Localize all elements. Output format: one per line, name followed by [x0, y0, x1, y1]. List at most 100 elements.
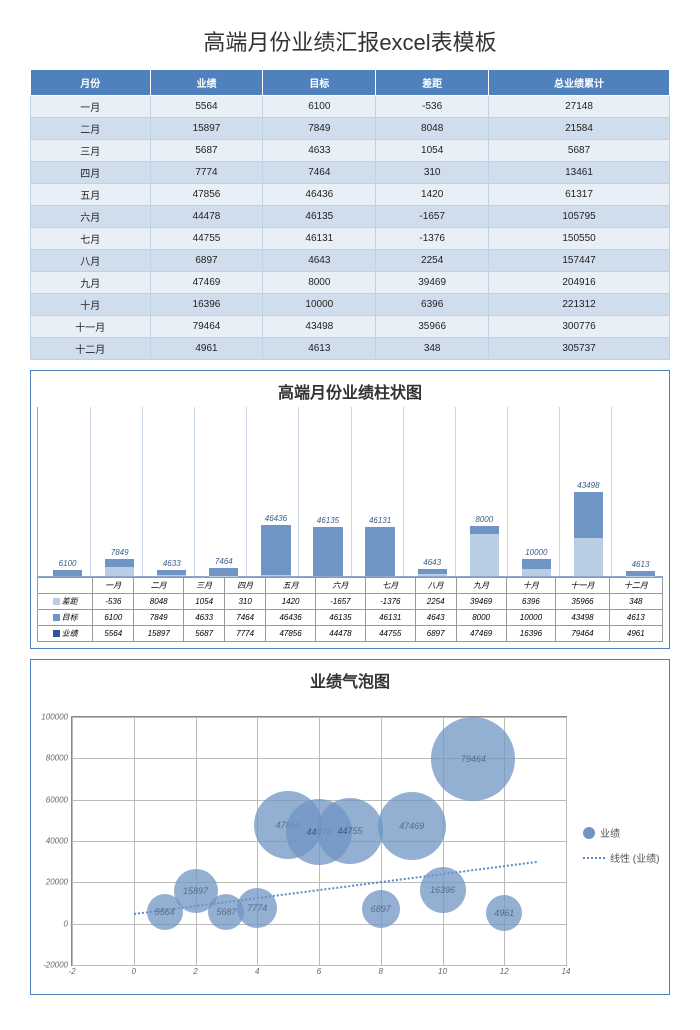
legend-row: 目标61007849463374644643646135461314643800… [38, 610, 663, 626]
cell: 61317 [489, 184, 670, 206]
cell: 44478 [150, 206, 263, 228]
cell: 十二月 [31, 338, 151, 360]
bar-value-label: 10000 [525, 548, 547, 557]
cell: 348 [376, 338, 489, 360]
bar-value-label: 4613 [632, 560, 650, 569]
cell: 27148 [489, 96, 670, 118]
bar-column: 43498 [564, 492, 613, 576]
cell: 5687 [489, 140, 670, 162]
table-row: 六月4447846135-1657105795 [31, 206, 670, 228]
bubble-swatch-icon [583, 827, 595, 839]
bar-column: 10000 [512, 559, 561, 576]
x-tick: 2 [193, 965, 197, 976]
cell: 46135 [263, 206, 376, 228]
col-header: 总业绩累计 [489, 70, 670, 96]
cell: 21584 [489, 118, 670, 140]
bar-column: 46131 [356, 527, 405, 576]
bar-chart-section: 高端月份业绩柱状图 610078494633746446436461354613… [30, 370, 670, 649]
bar-value-label: 4643 [423, 558, 441, 567]
table-row: 四月7774746431013461 [31, 162, 670, 184]
performance-table: 月份业绩目标差距总业绩累计 一月55646100-53627148二月15897… [30, 69, 670, 360]
bubble-point: 6897 [362, 890, 400, 928]
table-row: 三月5687463310545687 [31, 140, 670, 162]
bar-column: 7464 [199, 568, 248, 576]
cell: 1054 [376, 140, 489, 162]
bubble-point: 7774 [237, 888, 277, 928]
table-row: 一月55646100-53627148 [31, 96, 670, 118]
bubble-chart-title: 业绩气泡图 [31, 668, 669, 692]
cell: 6100 [263, 96, 376, 118]
y-tick: 100000 [41, 713, 72, 722]
cell: 10000 [263, 294, 376, 316]
x-tick: 14 [562, 965, 571, 976]
cell: 8048 [376, 118, 489, 140]
cell: 79464 [150, 316, 263, 338]
cell: 7464 [263, 162, 376, 184]
cell: 5687 [150, 140, 263, 162]
bar-column: 46135 [304, 527, 353, 576]
table-row: 十一月794644349835966300776 [31, 316, 670, 338]
col-header: 差距 [376, 70, 489, 96]
cell: 310 [376, 162, 489, 184]
bubble-chart-section: 业绩气泡图 -20000020000400006000080000100000-… [30, 659, 670, 995]
cell: 15897 [150, 118, 263, 140]
cell: 4613 [263, 338, 376, 360]
cell: 四月 [31, 162, 151, 184]
y-tick: 0 [64, 919, 72, 928]
cell: 2254 [376, 250, 489, 272]
cell: 一月 [31, 96, 151, 118]
table-row: 九月47469800039469204916 [31, 272, 670, 294]
bar-value-label: 46436 [265, 514, 287, 523]
x-tick: -2 [68, 965, 75, 976]
cell: 46436 [263, 184, 376, 206]
bar-chart-title: 高端月份业绩柱状图 [31, 379, 669, 403]
cell: 35966 [376, 316, 489, 338]
cell: 7774 [150, 162, 263, 184]
cell: 九月 [31, 272, 151, 294]
cell: 305737 [489, 338, 670, 360]
cell: 300776 [489, 316, 670, 338]
legend-item-bubble: 业绩 [583, 825, 663, 840]
cell: 39469 [376, 272, 489, 294]
bar-column: 4643 [408, 569, 457, 576]
cell: 4961 [150, 338, 263, 360]
bar-chart-legend-table: 一月二月三月四月五月六月七月八月九月十月十一月十二月差距-53680481054… [37, 577, 663, 642]
bar-column: 7849 [95, 559, 144, 576]
cell: 4633 [263, 140, 376, 162]
table-row: 十二月49614613348305737 [31, 338, 670, 360]
bar-value-label: 8000 [475, 515, 493, 524]
cell: 157447 [489, 250, 670, 272]
cell: 46131 [263, 228, 376, 250]
legend-item-trend: 线性 (业绩) [583, 850, 663, 865]
legend-row: 业绩55641589756877774478564447844755689747… [38, 626, 663, 642]
bar-value-label: 6100 [59, 559, 77, 568]
bubble-legend: 业绩 线性 (业绩) [573, 702, 663, 988]
table-row: 八月689746432254157447 [31, 250, 670, 272]
bubble-point: 4961 [486, 895, 522, 931]
cell: -1657 [376, 206, 489, 228]
cell: 十月 [31, 294, 151, 316]
x-tick: 6 [317, 965, 321, 976]
bar-column: 4613 [616, 571, 665, 576]
cell: 44755 [150, 228, 263, 250]
y-tick: 80000 [46, 754, 72, 763]
cell: 1420 [376, 184, 489, 206]
cell: 43498 [263, 316, 376, 338]
table-row: 二月158977849804821584 [31, 118, 670, 140]
x-tick: 4 [255, 965, 259, 976]
y-tick: 40000 [46, 837, 72, 846]
x-tick: 0 [132, 965, 136, 976]
cell: 5564 [150, 96, 263, 118]
y-tick: 20000 [46, 878, 72, 887]
legend-label: 线性 (业绩) [610, 850, 659, 865]
bubble-point: 44755 [317, 798, 383, 864]
table-row: 五月4785646436142061317 [31, 184, 670, 206]
cell: -536 [376, 96, 489, 118]
legend-row: 差距-536804810543101420-1657-1376225439469… [38, 594, 663, 610]
trend-line-icon [583, 857, 605, 859]
cell: 6396 [376, 294, 489, 316]
legend-label: 业绩 [600, 825, 620, 840]
cell: 47469 [150, 272, 263, 294]
page-title: 高端月份业绩汇报excel表模板 [30, 25, 670, 57]
bar-column: 4633 [147, 570, 196, 576]
